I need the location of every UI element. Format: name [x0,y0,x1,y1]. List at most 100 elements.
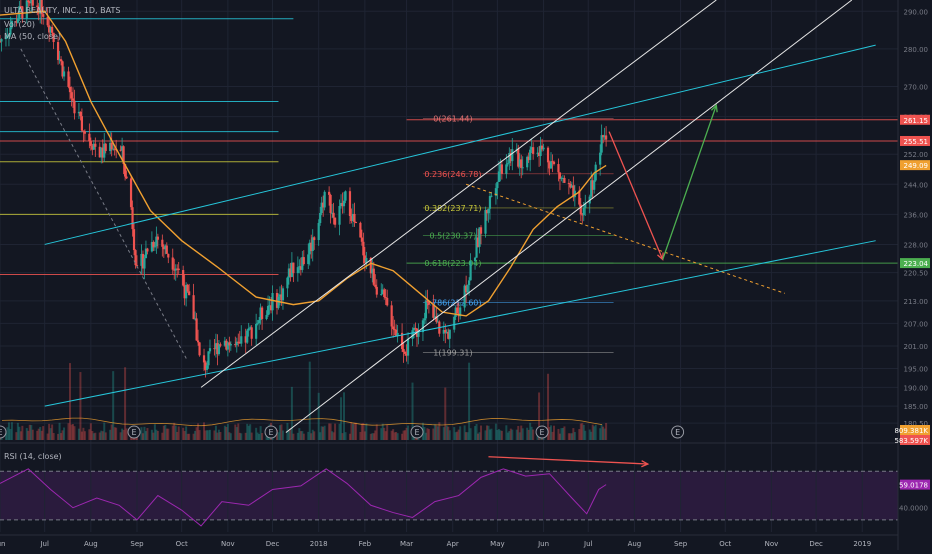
volume-bar [591,424,594,440]
fib-level-label: 0.5(230.37) [429,232,476,241]
volume-bar [445,425,448,440]
volume-bar [323,425,326,440]
candle-body [269,305,273,311]
candle-body [505,164,508,174]
volume-bar [354,422,357,440]
price-tick-label: 190.00 [904,384,929,392]
volume-bar [550,425,553,440]
volume-bar [584,430,587,440]
candle-body [508,152,511,164]
volume-bar [228,432,231,440]
candle-body [208,348,212,352]
candle-body [214,343,218,350]
volume-bar [509,428,512,440]
candle-body [39,0,42,14]
volume-bar [119,432,122,440]
volume-bar [350,422,353,440]
volume-bar [103,422,106,440]
volume-bar [28,424,31,440]
candle-body [393,329,396,331]
volume-bar [548,426,551,440]
candle-body [540,145,544,150]
earnings-marker-label: E [540,428,545,437]
candle-body [532,147,535,154]
volume-bar [177,426,180,440]
candle-body [602,135,605,138]
volume-bar [9,428,12,440]
volume-bar [183,431,186,440]
candle-body [94,143,97,147]
earnings-marker-label: E [0,428,3,437]
candle-body [265,314,268,319]
candle-body [509,152,512,162]
green-projection-arrow [662,105,717,260]
volume-bar [310,433,313,440]
candle-body [529,149,532,161]
volume-bar [275,429,278,440]
candle-body [213,348,216,350]
volume-bar [340,397,343,440]
volume-bar [250,432,253,440]
volume-bar [317,392,320,440]
volume-bar [61,430,64,440]
candle-body [392,326,395,330]
price-badge-label: 261.15 [904,117,929,125]
volume-bar [384,431,387,440]
candle-body [445,331,448,333]
candle-body [563,177,566,183]
candle-body [287,268,291,278]
earnings-marker [0,425,7,439]
candle-body [28,2,31,4]
candle-body [570,185,573,188]
volume-bar [348,433,351,440]
fib-level-label: 0(261.44) [433,115,472,124]
x-tick-label: May [490,540,504,548]
candle-body [61,61,64,77]
volume-bar [334,423,337,440]
rsi-divergence-arrow-head [641,460,650,468]
candle-body [341,202,344,207]
candle-body [484,210,487,234]
rsi-tick-label: 40.0000 [899,505,928,513]
candle-body [83,131,86,134]
candle-body [51,26,54,33]
candle-body [560,177,563,179]
candle-body [344,191,347,201]
candle-body [150,242,154,252]
volume-bar [235,427,238,440]
price-tick-label: 207.00 [904,320,929,328]
volume-bar [351,423,354,440]
volume-bar [499,430,502,440]
volume-bar [593,426,596,440]
candle-body [156,236,159,240]
candle-body [188,291,191,296]
candle-body [405,353,408,356]
candle-body [56,42,60,61]
volume-bar [4,433,7,440]
volume-bar [27,430,30,440]
candle-body [372,268,375,285]
volume-bar [401,433,404,440]
volume-bar [91,430,94,440]
candle-body [479,227,483,234]
volume-bar [436,426,439,440]
volume-bar [299,431,302,440]
x-tick-label: Mar [400,540,413,548]
candle-body [27,0,30,3]
candle-body [311,237,314,252]
ma-legend: MA (50, close) [4,32,62,41]
candle-body [506,163,509,165]
volume-bar [259,426,262,440]
candle-body [500,164,503,174]
volume-bar [444,387,447,440]
volume-bar [353,422,356,440]
volume-bar [36,430,39,440]
candle-body [521,167,524,169]
price-tick-label: 228.00 [904,241,929,249]
volume-bar [42,426,45,440]
volume-bar [404,430,407,440]
candle-body [375,286,378,295]
fib-level-label: 1(199.31) [433,348,472,357]
volume-bar [51,424,54,440]
